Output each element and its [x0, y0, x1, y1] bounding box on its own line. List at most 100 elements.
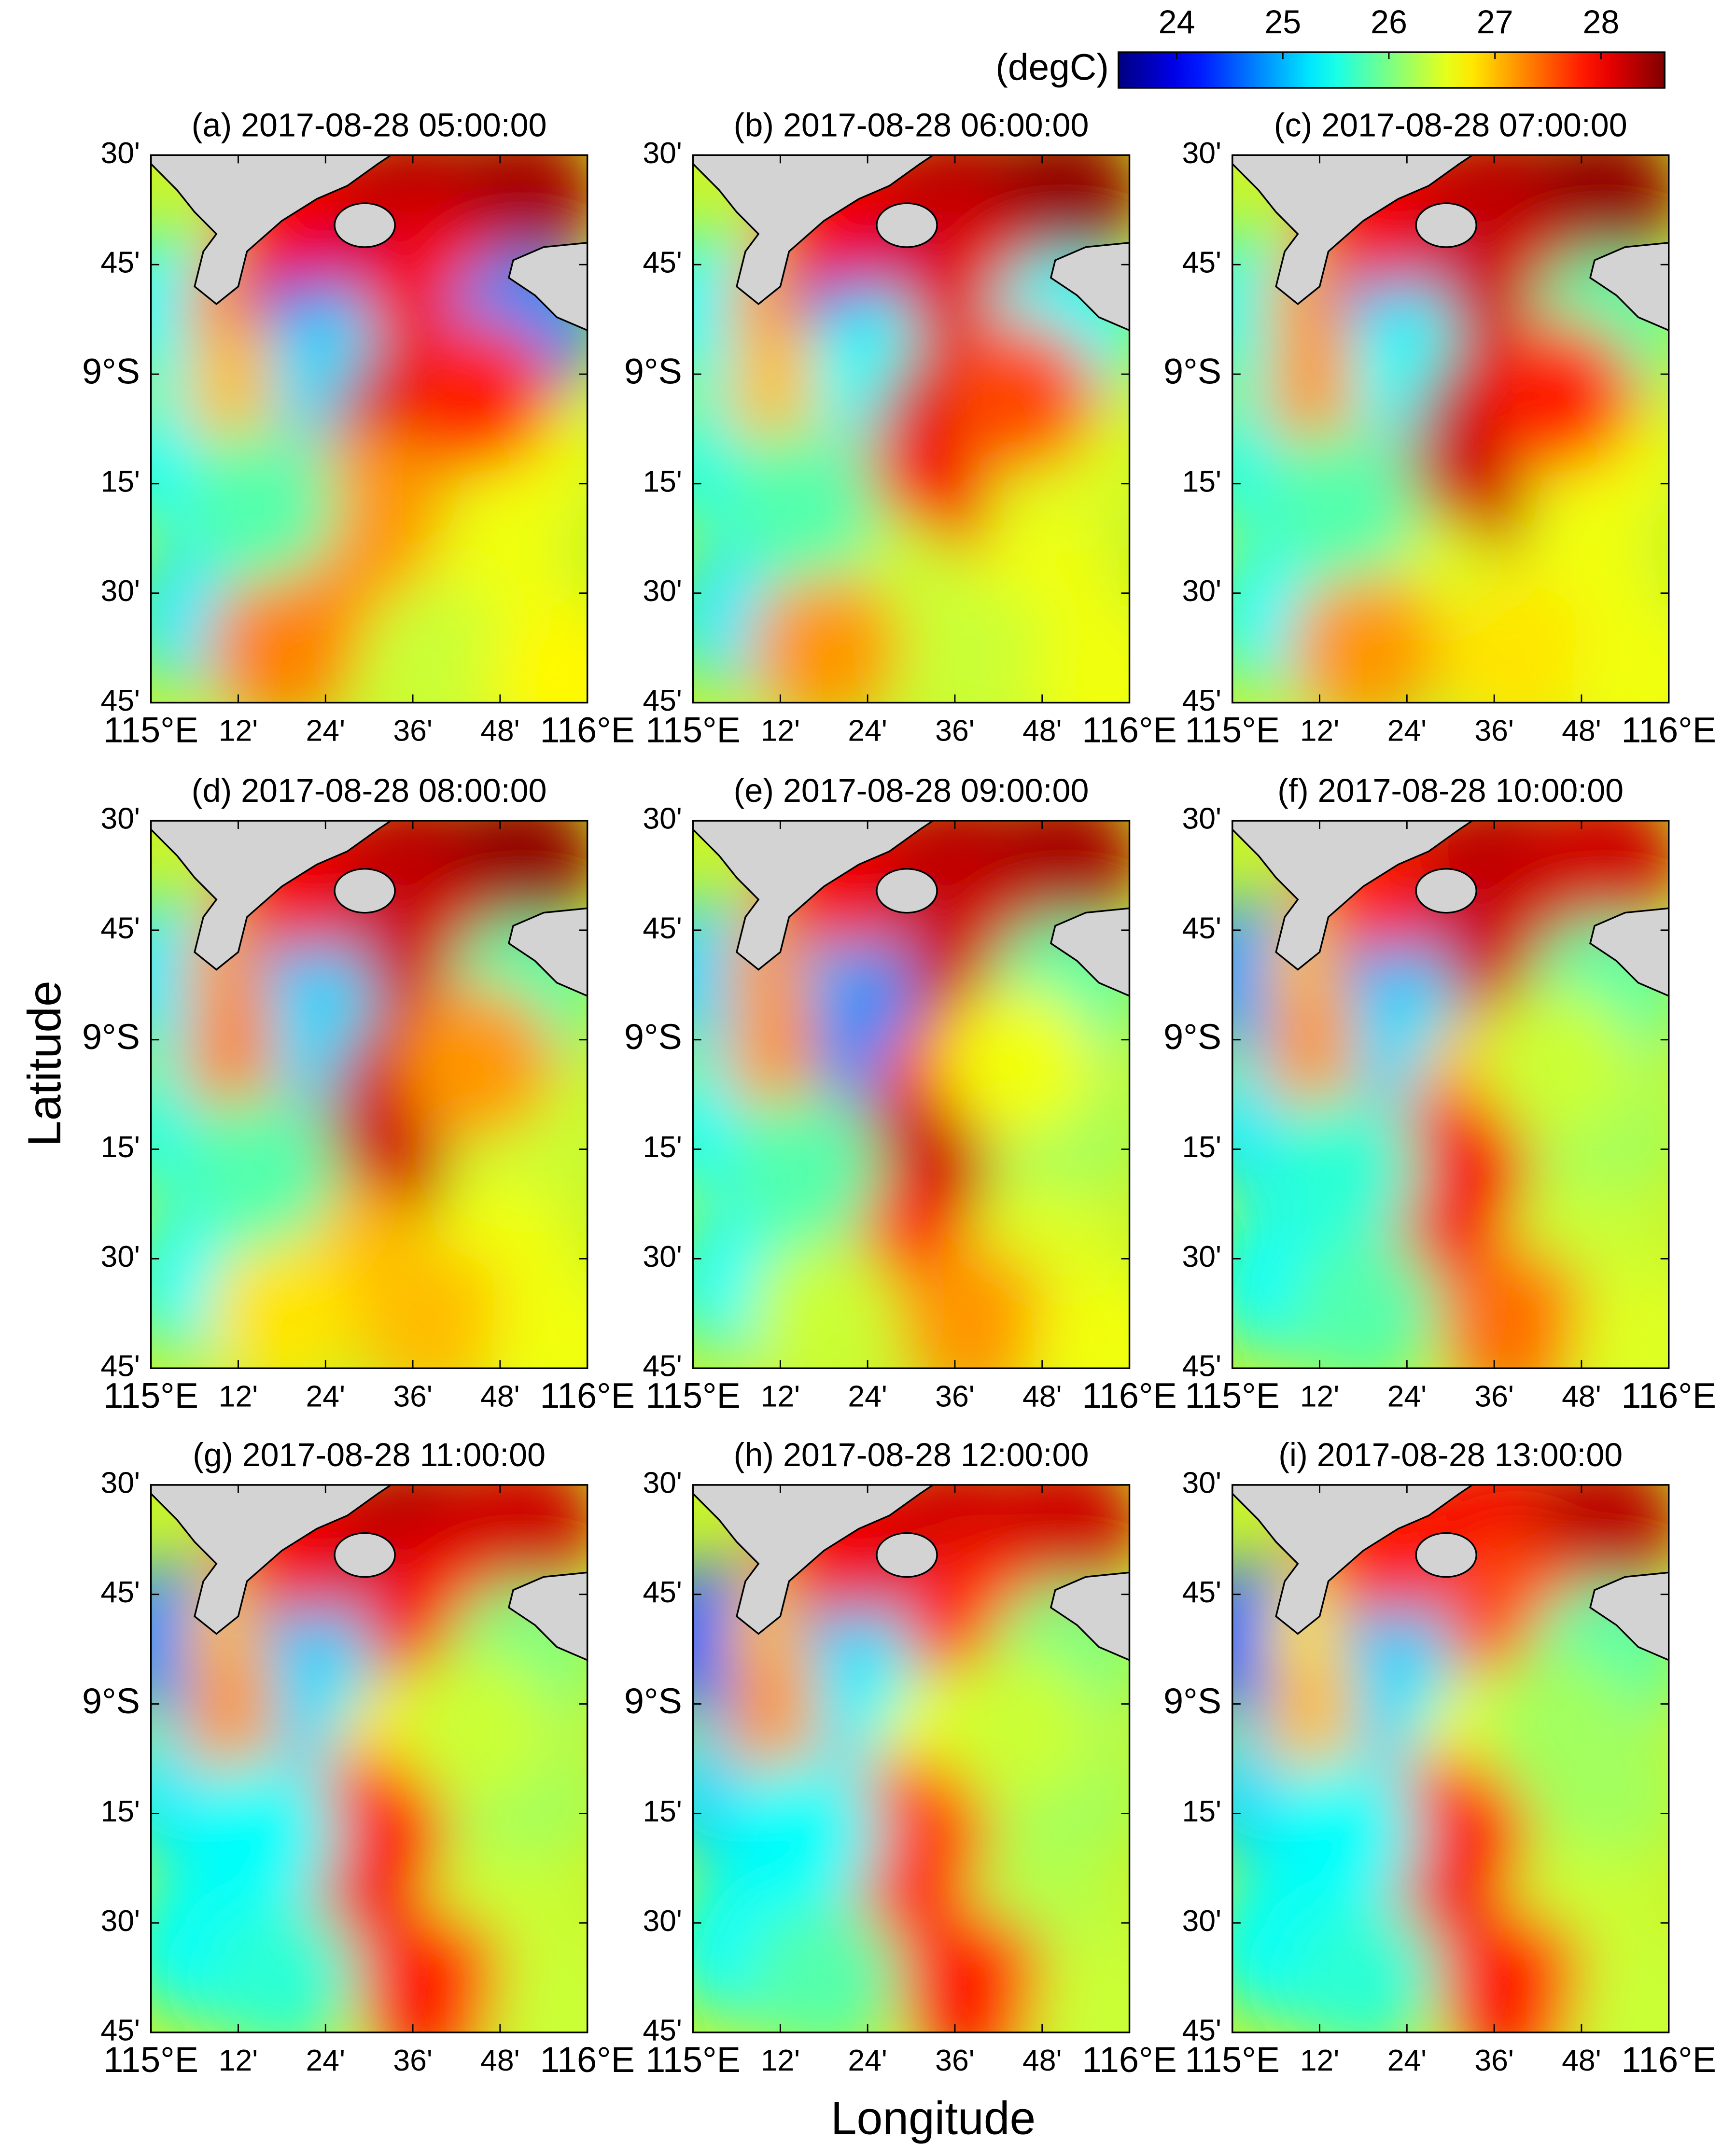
sst-sample: [747, 569, 901, 703]
y-tick-label: 9°S: [624, 1681, 682, 1721]
y-tick-label: 30': [1182, 802, 1221, 836]
sst-sample: [183, 1758, 337, 1912]
x-tick-label: 48': [480, 714, 519, 748]
y-tick-label: 45': [643, 684, 682, 717]
y-tick-label: 30': [100, 1466, 140, 1499]
island: [1415, 868, 1477, 914]
x-tick-label: 24': [306, 1379, 345, 1413]
panel-title: (g) 2017-08-28 11:00:00: [193, 1437, 546, 1473]
panel: [151, 1484, 588, 2033]
x-tick-label: 12': [761, 2044, 800, 2077]
panel: [693, 820, 1130, 1369]
island: [876, 1532, 938, 1578]
sst-sample: [725, 1094, 879, 1248]
sst-sample: [1286, 1234, 1441, 1369]
sst-sample: [1264, 1758, 1418, 1912]
x-tick-label: 12': [219, 714, 258, 748]
island: [876, 868, 938, 914]
sst-sample: [1031, 604, 1130, 703]
x-tick-label: 116°E: [1082, 710, 1177, 750]
x-tick-label: 115°E: [103, 2040, 198, 2080]
x-tick-label: 12': [219, 2044, 258, 2077]
y-tick-label: 30': [100, 1240, 140, 1274]
island: [1415, 202, 1477, 248]
sst-sample: [1031, 1933, 1130, 2033]
panel-title: (h) 2017-08-28 12:00:00: [734, 1437, 1089, 1473]
sst-sample: [401, 319, 555, 473]
y-tick-label: 30': [643, 802, 682, 836]
x-tick-label: 24': [1387, 714, 1427, 748]
panel-title: (b) 2017-08-28 06:00:00: [734, 107, 1089, 143]
x-tick-label: 48': [480, 2044, 519, 2077]
y-tick-label: 45': [100, 1349, 140, 1383]
panel-frame: [150, 154, 588, 704]
sst-field: [151, 820, 588, 1369]
y-tick-label: 30': [1182, 1240, 1221, 1274]
x-tick-label: 12': [761, 714, 800, 748]
x-tick-label: 12': [219, 1379, 258, 1413]
x-tick-label: 48': [1562, 2044, 1601, 2077]
sst-sample: [747, 1898, 901, 2033]
land: [1232, 1484, 1474, 1635]
island: [334, 868, 396, 914]
y-tick-label: 45': [1182, 246, 1221, 280]
land: [1232, 820, 1474, 971]
y-tick-label: 15': [643, 464, 682, 498]
y-tick-label: 45': [1182, 2014, 1221, 2047]
y-tick-label: 45': [1182, 911, 1221, 945]
panel-frame: [692, 154, 1131, 704]
sst-sample: [1483, 984, 1637, 1139]
x-tick-label: 116°E: [540, 2040, 635, 2080]
y-tick-label: 9°S: [624, 351, 682, 392]
panel-frame: [150, 820, 588, 1369]
x-tick-label: 115°E: [645, 710, 741, 750]
panel-title: (d) 2017-08-28 08:00:00: [192, 772, 547, 809]
y-tick-label: 15': [643, 1794, 682, 1828]
panel: [693, 155, 1130, 703]
y-tick-label: 45': [100, 2014, 140, 2047]
sst-sample: [1570, 1269, 1669, 1369]
sst-sample: [183, 1094, 337, 1248]
sst-sample: [943, 984, 1097, 1139]
y-tick-label: 45': [1182, 1349, 1221, 1383]
y-tick-label: 15': [100, 1130, 140, 1164]
x-tick-label: 36': [393, 714, 432, 748]
y-tick-label: 15': [100, 1794, 140, 1828]
x-tick-label: 48': [1022, 714, 1062, 748]
sst-sample: [725, 429, 879, 583]
sst-sample: [899, 1912, 1054, 2033]
sst-sample: [1439, 582, 1593, 703]
sst-sample: [899, 1247, 1054, 1369]
x-tick-label: 24': [848, 1379, 887, 1413]
land: [151, 820, 392, 971]
colorbar: [1118, 51, 1666, 89]
land: [151, 155, 392, 305]
x-tick-label: 115°E: [645, 2040, 741, 2080]
x-tick-label: 48': [480, 1379, 519, 1413]
y-tick-label: 30': [643, 136, 682, 170]
sst-sample: [205, 1898, 359, 2033]
x-tick-label: 116°E: [540, 710, 635, 750]
sst-field: [1232, 1484, 1669, 2033]
x-tick-label: 115°E: [1185, 2040, 1280, 2080]
x-tick-label: 36': [1474, 714, 1513, 748]
x-tick-label: 12': [1300, 2044, 1339, 2077]
land: [693, 820, 935, 971]
x-tick-label: 24': [306, 2044, 345, 2077]
panel-frame: [1232, 1484, 1670, 2033]
sst-sample: [205, 1234, 359, 1369]
x-tick-label: 115°E: [645, 1375, 741, 1415]
y-tick-label: 30': [100, 802, 140, 836]
sst-sample: [1439, 1247, 1593, 1369]
y-tick-label: 30': [1182, 1904, 1221, 1938]
x-tick-label: 24': [1387, 2044, 1427, 2077]
sst-sample: [1264, 429, 1418, 583]
land: [693, 155, 935, 305]
y-tick-label: 30': [1182, 1466, 1221, 1499]
x-tick-label: 36': [393, 1379, 432, 1413]
x-tick-label: 116°E: [1082, 2040, 1177, 2080]
sst-sample: [1286, 1898, 1441, 2033]
sst-sample: [489, 604, 588, 703]
sst-sample: [943, 319, 1097, 473]
